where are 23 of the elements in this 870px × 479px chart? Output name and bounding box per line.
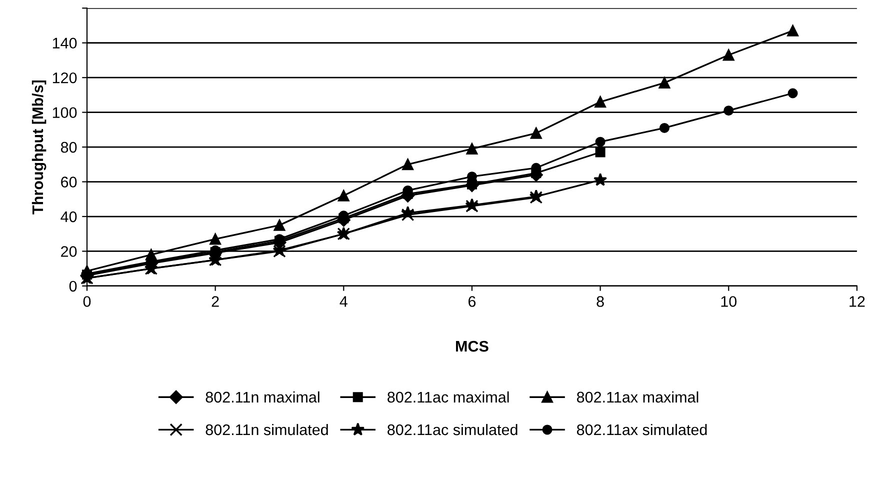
legend-label: 802.11ac simulated: [388, 424, 518, 436]
x-tick-label: 2: [212, 296, 219, 307]
y-tick-label: 80: [60, 142, 77, 153]
y-tick-label: 140: [52, 38, 77, 49]
y-tick-label: 20: [61, 246, 77, 257]
y-tick-label: 60: [61, 176, 77, 188]
x-tick-label: 0: [83, 296, 91, 307]
legend-label: 802.11ac maximal: [388, 391, 509, 403]
y-tick-label: 100: [52, 107, 77, 118]
legend-label: 802.11ax simulated: [576, 424, 707, 436]
y-tick-label: 40: [60, 211, 77, 222]
x-tick-label: 12: [850, 296, 865, 307]
legend-label: 802.11ax maximal: [576, 391, 698, 403]
y-axis-title: Throughput [Mb/s]: [32, 80, 46, 214]
x-tick-label: 8: [596, 296, 604, 307]
legend-label: 802.11n simulated: [206, 424, 328, 436]
x-tick-label: 10: [721, 296, 737, 307]
x-axis-title: MCS: [456, 340, 488, 352]
y-tick-label: 120: [52, 72, 77, 84]
legend-label: 802.11n maximal: [206, 391, 320, 403]
x-tick-label: 4: [340, 296, 348, 307]
y-tick-label: 0: [69, 280, 77, 292]
x-tick-label: 6: [468, 296, 476, 307]
